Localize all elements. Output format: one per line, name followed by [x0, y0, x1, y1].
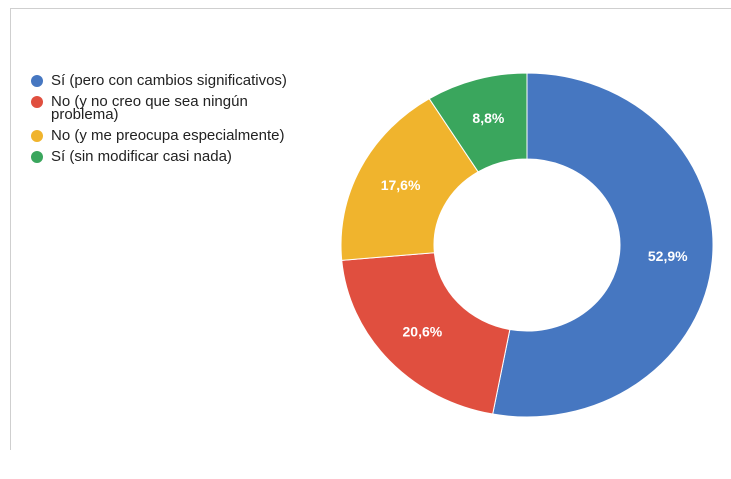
legend-swatch: [31, 75, 43, 87]
legend-label: Sí (pero con cambios significativos): [51, 72, 287, 89]
data-label: 8,8%: [472, 110, 504, 126]
legend-label: No (y no creo que sea ningún problema): [51, 93, 248, 123]
legend-swatch: [31, 151, 43, 163]
legend-swatch: [31, 96, 43, 108]
donut-slice: [492, 72, 714, 418]
legend: Sí (pero con cambios significativos) No (…: [31, 72, 306, 171]
frame: [10, 8, 11, 450]
frame: [10, 8, 731, 9]
legend-item: No (y me preocupa especialmente): [31, 127, 306, 144]
data-label: 52,9%: [648, 248, 688, 264]
legend-item: Sí (sin modificar casi nada): [31, 148, 306, 165]
donut-slice: [340, 98, 479, 261]
legend-swatch: [31, 130, 43, 142]
legend-item: Sí (pero con cambios significativos): [31, 72, 306, 89]
donut-slice: [341, 252, 511, 415]
data-label: 20,6%: [403, 324, 443, 340]
data-label: 17,6%: [381, 177, 421, 193]
legend-item: No (y no creo que sea ningún problema): [31, 93, 306, 123]
legend-label: No (y me preocupa especialmente): [51, 127, 285, 144]
donut-slice: [428, 72, 528, 173]
legend-label: Sí (sin modificar casi nada): [51, 148, 232, 165]
